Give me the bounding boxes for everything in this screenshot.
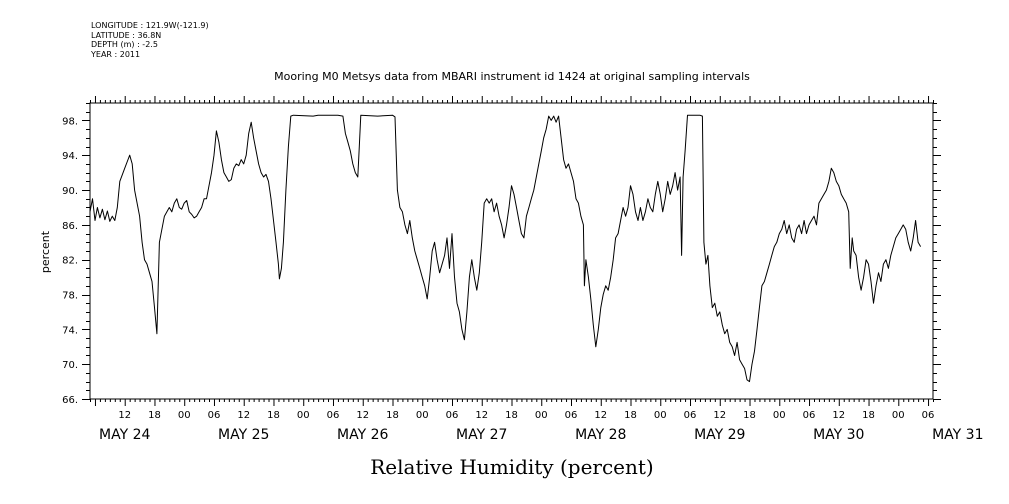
x-hour-label: 12 xyxy=(475,410,488,421)
x-hour-label: 06 xyxy=(208,410,221,421)
x-hour-label: 00 xyxy=(297,410,310,421)
x-hour-label: 12 xyxy=(832,410,845,421)
x-date-label: MAY 28 xyxy=(575,427,626,443)
x-hour-label: 12 xyxy=(118,410,131,421)
x-hour-label: 00 xyxy=(416,410,429,421)
year-text: YEAR : 2011 xyxy=(91,49,141,59)
x-hour-label: 00 xyxy=(654,410,667,421)
x-date-label: MAY 27 xyxy=(456,427,507,443)
plot-border xyxy=(89,102,934,400)
y-tick-label: 94. xyxy=(62,151,78,162)
y-tick-label: 98. xyxy=(62,116,78,127)
depth-text: DEPTH (m) : -2.5 xyxy=(91,40,158,49)
x-hour-label: 00 xyxy=(178,410,191,421)
y-tick-label: 82. xyxy=(62,256,78,267)
x-hour-label: 00 xyxy=(773,410,786,421)
x-date-label: MAY 31 xyxy=(932,427,983,443)
x-hour-label: 12 xyxy=(356,410,369,421)
y-axis-label: percent xyxy=(39,230,52,273)
x-hour-label: 06 xyxy=(922,410,935,421)
longitude-text: LONGITUDE : 121.9W(-121.9) xyxy=(91,21,209,30)
y-tick-label: 66. xyxy=(62,395,78,406)
x-hour-label: 06 xyxy=(446,410,459,421)
x-hour-label: 18 xyxy=(148,410,161,421)
x-date-label: MAY 26 xyxy=(337,427,388,443)
x-date-label: MAY 30 xyxy=(813,427,864,443)
x-hour-label: 00 xyxy=(892,410,905,421)
latitude-text: LATITUDE : 36.8N xyxy=(91,30,162,40)
x-axis-label: Relative Humidity (percent) xyxy=(370,455,653,479)
y-tick-label: 70. xyxy=(62,360,78,371)
x-date-label: MAY 25 xyxy=(218,427,269,443)
metadata-block: LONGITUDE : 121.9W(-121.9) LATITUDE : 36… xyxy=(91,21,209,59)
x-hour-label: 12 xyxy=(594,410,607,421)
plot-frame xyxy=(89,96,934,406)
x-date-label: MAY 29 xyxy=(694,427,745,443)
x-hour-label: 18 xyxy=(267,410,280,421)
x-date-label: MAY 24 xyxy=(99,427,150,443)
y-tick-label: 74. xyxy=(62,325,78,336)
x-hour-label: 06 xyxy=(327,410,340,421)
x-hour-label: 18 xyxy=(862,410,875,421)
x-hour-label: 12 xyxy=(237,410,250,421)
x-hour-label: 06 xyxy=(565,410,578,421)
x-axis: 12 18 00 06 12 18 00 06 12 18 00 06 12 18 00 06 12 18 00 06… xyxy=(99,410,983,443)
y-tick-label: 78. xyxy=(62,291,78,302)
x-hour-label: 06 xyxy=(803,410,816,421)
humidity-series-line xyxy=(89,114,922,383)
chart-title: Mooring M0 Metsys data from MBARI instru… xyxy=(274,70,750,83)
x-hour-label: 18 xyxy=(386,410,399,421)
x-hour-label: 06 xyxy=(684,410,697,421)
x-hour-label: 18 xyxy=(743,410,756,421)
x-hour-label: 18 xyxy=(624,410,637,421)
x-hour-label: 12 xyxy=(713,410,726,421)
x-hour-label: 18 xyxy=(505,410,518,421)
series-group xyxy=(89,114,922,383)
x-hour-label: 00 xyxy=(535,410,548,421)
y-axis: 66. 70. 74. 78. 82. 86. 90. 94. 98. xyxy=(62,103,941,406)
y-tick-label: 86. xyxy=(62,221,78,232)
y-tick-label: 90. xyxy=(62,186,78,197)
